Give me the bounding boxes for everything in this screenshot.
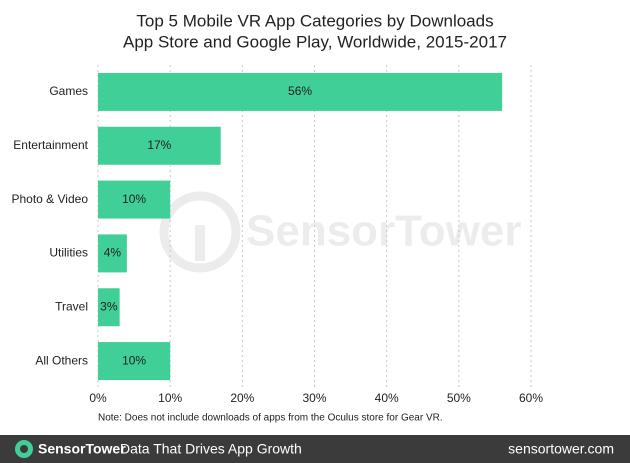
x-tick-label: 0%: [89, 391, 107, 405]
bar: [98, 72, 503, 111]
y-tick-label: Entertainment: [13, 138, 88, 152]
x-tick-label: 20%: [230, 391, 254, 405]
y-tick-label: Utilities: [49, 246, 88, 260]
x-tick-label: 10%: [158, 391, 182, 405]
bar: [98, 126, 221, 165]
chart-subtitle: App Store and Google Play, Worldwide, 20…: [123, 32, 507, 51]
bar: [98, 342, 171, 381]
x-tick-label: 50%: [447, 391, 471, 405]
footer-logo-icon-inner: [20, 445, 28, 453]
footer-bar: [0, 435, 630, 463]
y-tick-label: All Others: [35, 353, 88, 367]
bar: [98, 288, 120, 327]
value-label: 4%: [104, 246, 122, 260]
x-tick-label: 30%: [302, 391, 326, 405]
value-label: 10%: [122, 353, 146, 367]
watermark: SensorTower: [159, 191, 521, 273]
x-tick-label: 40%: [375, 391, 399, 405]
y-tick-label: Travel: [55, 299, 88, 313]
watermark-icon-stem: [195, 225, 205, 261]
footer-brand: SensorTower: [38, 441, 126, 457]
footer-url: sensortower.com: [508, 441, 614, 457]
value-label: 56%: [288, 84, 312, 98]
value-label: 10%: [122, 192, 146, 206]
bar: [98, 180, 171, 219]
value-label: 17%: [147, 138, 171, 152]
watermark-text: SensorTower: [246, 207, 521, 256]
y-tick-label: Photo & Video: [11, 192, 88, 206]
bar: [98, 234, 127, 273]
note: Note: Does not include downloads of apps…: [98, 413, 443, 424]
value-label: 3%: [100, 299, 118, 313]
chart-title: Top 5 Mobile VR App Categories by Downlo…: [136, 11, 493, 30]
watermark-icon: [159, 191, 241, 273]
footer-tagline: Data That Drives App Growth: [120, 441, 302, 457]
x-tick-label: 60%: [519, 391, 543, 405]
y-tick-label: Games: [49, 84, 88, 98]
